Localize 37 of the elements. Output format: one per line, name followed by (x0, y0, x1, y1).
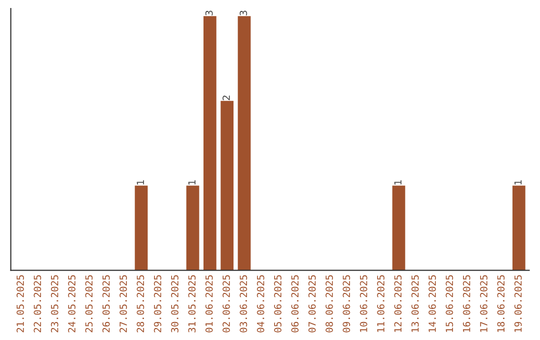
x-tick-label: 28.05.2025 (136, 275, 144, 332)
x-tick-label: 15.06.2025 (446, 275, 454, 332)
x-tick-label: 26.05.2025 (102, 275, 110, 332)
x-tick-label: 25.05.2025 (85, 275, 93, 332)
x-tick-label: 14.06.2025 (428, 275, 436, 332)
x-tick-label: 18.06.2025 (497, 275, 505, 332)
x-tick-label: 23.05.2025 (50, 275, 58, 332)
x-tick-label: 29.05.2025 (154, 275, 162, 332)
data-label: 1 (188, 180, 196, 185)
data-label: 2 (222, 96, 230, 100)
x-tick-label: 02.06.2025 (222, 275, 230, 332)
x-tick-label: 06.06.2025 (291, 275, 299, 332)
x-tick-label: 03.06.2025 (240, 275, 248, 332)
x-tick-label: 13.06.2025 (411, 275, 419, 332)
x-tick-label: 30.05.2025 (171, 275, 178, 332)
x-tick-label: 22.05.2025 (34, 275, 42, 332)
x-tick-label: 07.06.2025 (308, 275, 316, 332)
x-tick-label: 05.06.2025 (274, 275, 282, 332)
data-label: 3 (240, 10, 248, 16)
data-label: 1 (136, 180, 144, 185)
data-label: 1 (514, 180, 522, 185)
x-tick-label: 09.06.2025 (342, 275, 350, 332)
x-tick-label: 27.05.2025 (120, 275, 127, 332)
x-tick-label: 11.06.2025 (377, 275, 384, 332)
x-tick-label: 31.05.2025 (188, 275, 196, 332)
data-label: 1 (394, 180, 402, 185)
data-label: 3 (205, 10, 213, 16)
x-tick-label: 19.06.2025 (514, 275, 522, 332)
x-tick-label: 01.06.2025 (205, 275, 213, 332)
x-tick-label: 21.05.2025 (16, 275, 24, 332)
x-tick-label: 24.05.2025 (68, 275, 76, 332)
x-tick-label: 10.06.2025 (360, 275, 368, 332)
x-tick-label: 17.06.2025 (480, 275, 488, 332)
x-tick-label: 12.06.2025 (394, 275, 402, 332)
x-tick-label: 16.06.2025 (462, 275, 470, 332)
x-tick-label: 08.06.2025 (326, 275, 333, 332)
x-tick-label: 04.06.2025 (256, 275, 264, 332)
